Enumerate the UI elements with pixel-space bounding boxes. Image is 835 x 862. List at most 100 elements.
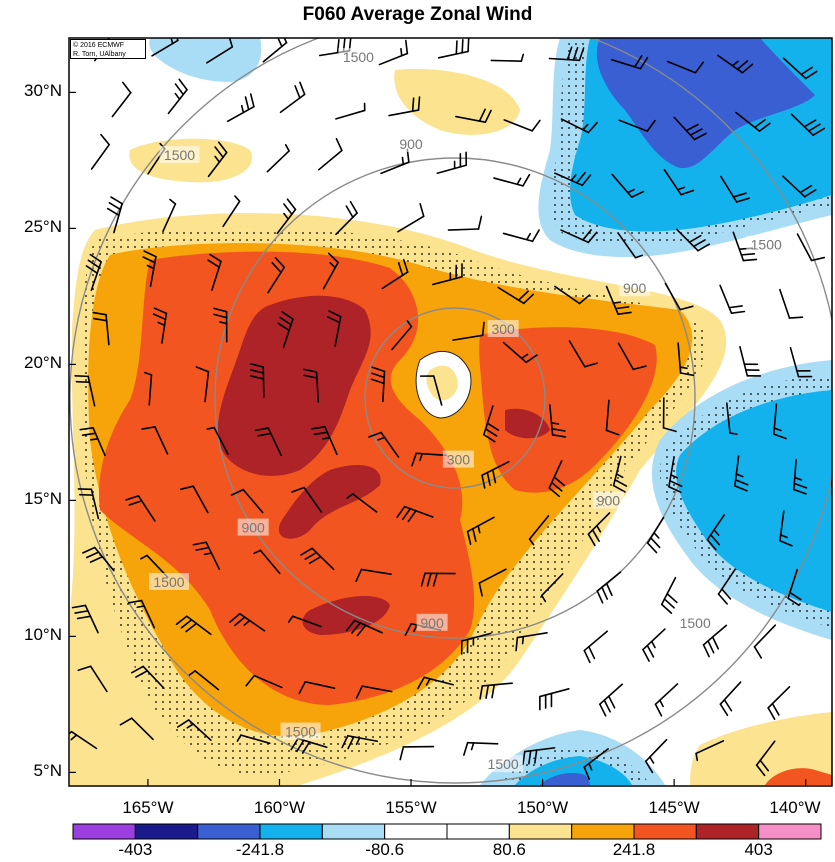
wind-barb <box>490 53 525 62</box>
wind-barb <box>605 285 632 315</box>
wind-barb <box>554 285 591 305</box>
ring-label-bg <box>746 235 787 253</box>
ring-label-bg <box>619 279 651 297</box>
wind-barb <box>335 200 358 236</box>
wind-barb <box>706 514 726 551</box>
wind-barb <box>142 250 157 288</box>
wind-barb <box>548 459 566 498</box>
wind-barb <box>702 624 728 658</box>
wind-barb <box>739 345 762 377</box>
colorbar-segment <box>321 823 386 840</box>
colorbar-label: -80.6 <box>365 840 405 859</box>
wind-barb <box>290 737 328 754</box>
wind-barb <box>192 541 221 570</box>
wind-barb <box>583 748 609 780</box>
wind-barb <box>587 512 611 547</box>
wind-barb <box>528 515 550 546</box>
wind-barb <box>391 320 413 351</box>
map-title: F060 Average Zonal Wind <box>302 4 533 25</box>
wind-barb <box>311 426 338 456</box>
wind-barb <box>396 505 434 523</box>
wind-barb <box>773 403 787 440</box>
wind-barb <box>717 54 754 74</box>
range-rings <box>69 38 832 784</box>
wind-barb <box>179 485 209 514</box>
wind-barb <box>554 171 592 187</box>
ring-label: 1500 <box>153 574 184 590</box>
wind-barb <box>664 282 694 311</box>
ring-label: 1500 <box>343 49 374 65</box>
ring-label-bg <box>148 573 189 590</box>
wind-barb <box>188 670 220 691</box>
wind-barb <box>719 681 742 716</box>
ring-label-bg <box>483 755 524 773</box>
lat-label: 5°N <box>33 761 62 781</box>
wind-barb <box>796 233 826 262</box>
wind-barb <box>236 734 271 745</box>
wind-barb <box>388 96 421 117</box>
wind-barb <box>717 568 736 605</box>
wind-barb <box>695 740 725 762</box>
wind-barb <box>452 321 485 341</box>
wind-barb <box>119 717 154 741</box>
wind-barb <box>144 371 153 406</box>
wind-barb <box>176 719 212 741</box>
wind-barb <box>335 102 366 120</box>
wind-barb <box>460 632 492 655</box>
ring-label-bg <box>280 722 321 740</box>
wind-barb <box>355 568 392 583</box>
ring-label-bg <box>416 613 448 631</box>
wind-barb <box>128 599 156 629</box>
wind-barb <box>436 151 468 175</box>
wind-barb <box>245 674 283 689</box>
ring-label-bg <box>395 135 427 153</box>
wind-barb <box>125 495 156 522</box>
wind-barb <box>522 747 556 766</box>
lon-label: 140°W <box>769 798 821 817</box>
ring-label: 1500 <box>164 147 195 163</box>
wind-barb <box>605 399 620 436</box>
ring-label-bg <box>442 450 474 468</box>
wind-barb <box>660 576 678 614</box>
colorbar-segment <box>571 823 635 840</box>
wind-barb <box>719 284 746 314</box>
wind-barb <box>397 203 425 233</box>
positive-strong-region <box>99 251 657 705</box>
wind-barb <box>341 734 379 750</box>
wind-barb <box>82 546 115 572</box>
lat-label: 15°N <box>24 489 62 509</box>
wind-barb <box>175 615 212 636</box>
lat-label: 25°N <box>24 217 62 237</box>
wind-barb <box>327 310 342 347</box>
wind-barb <box>111 81 132 118</box>
wind-barb <box>481 460 510 489</box>
wind-barb <box>287 615 322 628</box>
ring-label-bg <box>675 613 716 631</box>
wind-barb <box>455 108 492 124</box>
wind-barb <box>318 137 343 171</box>
ring-label-bg <box>338 48 379 66</box>
wind-barb <box>560 229 598 244</box>
wind-barb <box>483 405 500 443</box>
wind-barb <box>277 311 294 349</box>
wind-barb <box>79 426 106 457</box>
wind-barb <box>599 683 624 717</box>
wind-barb <box>463 741 499 756</box>
wind-barb <box>663 168 695 196</box>
wind-barb <box>618 119 656 132</box>
wind-barb <box>411 452 447 467</box>
wind-barb <box>611 173 645 198</box>
wind-barb <box>141 426 169 455</box>
colorbar-segment <box>72 823 136 840</box>
wind-barb <box>222 195 241 228</box>
wind-barb <box>666 60 705 74</box>
wind-barb <box>734 455 749 492</box>
wind-barb <box>725 402 738 435</box>
wind-barb <box>662 397 677 433</box>
wind-barb <box>540 573 564 603</box>
wind-barb <box>300 547 335 571</box>
colorbar-label: -403 <box>118 840 153 859</box>
wind-barb <box>420 572 456 587</box>
wind-barb <box>560 118 598 134</box>
